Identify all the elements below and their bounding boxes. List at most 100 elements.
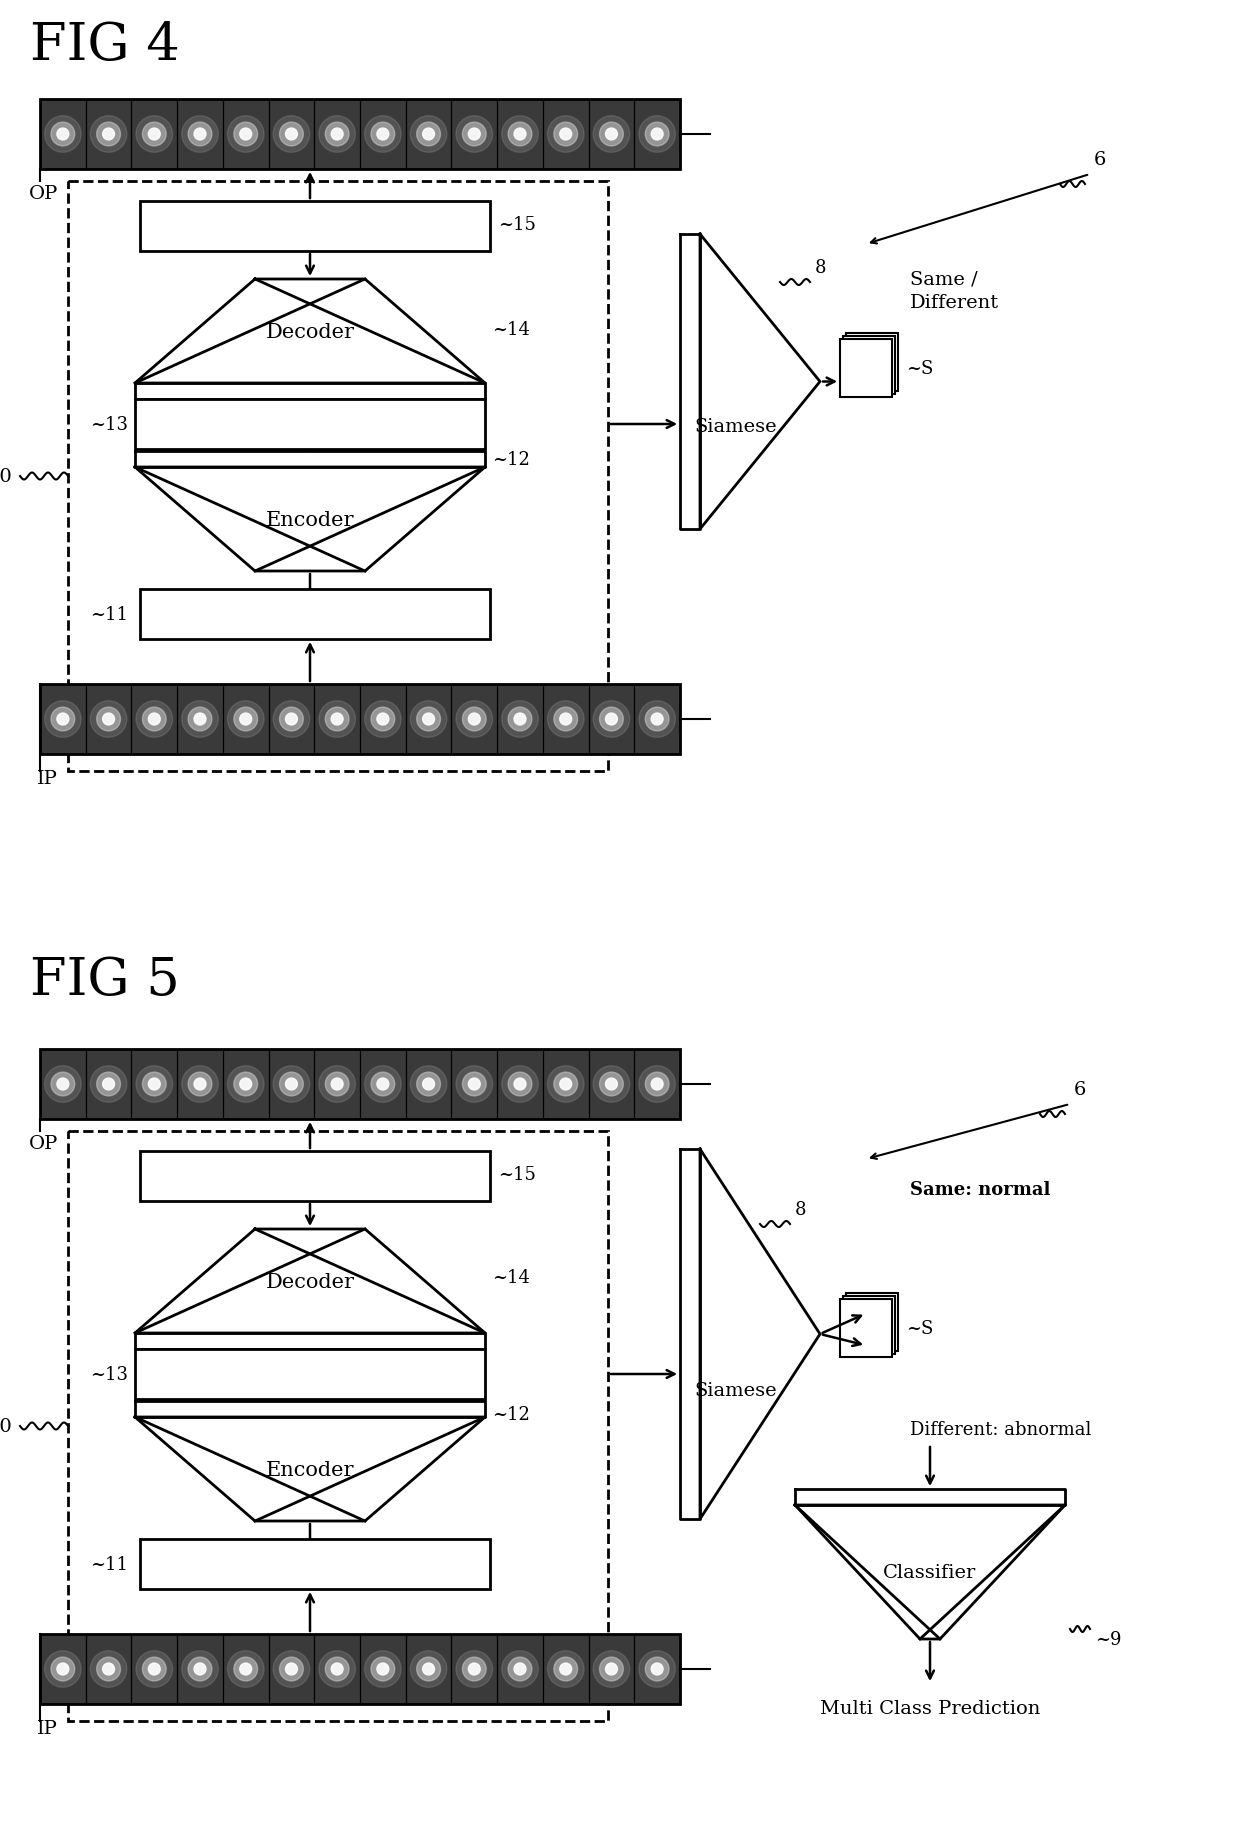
Circle shape: [593, 116, 630, 153]
Bar: [451, 684, 497, 754]
Circle shape: [136, 116, 172, 153]
Circle shape: [469, 713, 480, 726]
Bar: [86, 684, 131, 754]
Circle shape: [645, 124, 670, 146]
Bar: [86, 1050, 131, 1120]
Circle shape: [97, 1072, 120, 1096]
Circle shape: [515, 1663, 526, 1674]
Text: Same: normal: Same: normal: [910, 1181, 1050, 1198]
Circle shape: [234, 124, 258, 146]
Bar: [40, 684, 680, 754]
Text: ~11: ~11: [91, 1556, 128, 1573]
Circle shape: [149, 129, 160, 140]
Circle shape: [600, 124, 624, 146]
Circle shape: [410, 116, 446, 153]
Text: Latent space: Latent space: [242, 416, 378, 434]
Circle shape: [377, 1663, 389, 1674]
Circle shape: [285, 1663, 298, 1674]
Circle shape: [188, 1658, 212, 1682]
Bar: [846, 334, 898, 392]
Circle shape: [273, 702, 310, 737]
Circle shape: [193, 1079, 206, 1090]
Circle shape: [377, 713, 389, 726]
Circle shape: [57, 129, 68, 140]
Circle shape: [45, 1066, 81, 1103]
Bar: [140, 590, 490, 639]
Text: 8: 8: [795, 1201, 806, 1218]
Circle shape: [639, 1066, 676, 1103]
Text: ~15: ~15: [498, 1166, 536, 1183]
Circle shape: [651, 1079, 663, 1090]
Text: FIG 5: FIG 5: [30, 954, 180, 1005]
Circle shape: [593, 1066, 630, 1103]
Text: 6: 6: [1074, 1081, 1086, 1098]
Bar: [589, 684, 635, 754]
Text: ~14: ~14: [492, 322, 529, 338]
Bar: [451, 1050, 497, 1120]
Polygon shape: [135, 468, 485, 571]
Circle shape: [515, 129, 526, 140]
Circle shape: [547, 702, 584, 737]
Bar: [589, 1050, 635, 1120]
Circle shape: [371, 1072, 394, 1096]
Circle shape: [319, 702, 356, 737]
Circle shape: [182, 1650, 218, 1687]
Bar: [846, 1294, 898, 1351]
Circle shape: [239, 1079, 252, 1090]
Circle shape: [502, 702, 538, 737]
Circle shape: [502, 1066, 538, 1103]
Bar: [269, 684, 314, 754]
Bar: [314, 1634, 360, 1704]
Text: ~14: ~14: [492, 1268, 529, 1286]
Text: ~12: ~12: [492, 451, 529, 469]
Circle shape: [651, 713, 663, 726]
Circle shape: [143, 124, 166, 146]
Circle shape: [103, 1079, 114, 1090]
Bar: [635, 1634, 680, 1704]
Circle shape: [547, 1066, 584, 1103]
Bar: [360, 1634, 405, 1704]
Circle shape: [149, 713, 160, 726]
Circle shape: [508, 708, 532, 732]
Circle shape: [136, 702, 172, 737]
Circle shape: [91, 702, 126, 737]
Circle shape: [97, 708, 120, 732]
Circle shape: [325, 124, 348, 146]
Circle shape: [559, 1079, 572, 1090]
Bar: [843, 336, 895, 395]
Text: 6: 6: [1094, 152, 1106, 168]
Bar: [405, 684, 451, 754]
Bar: [635, 1050, 680, 1120]
Text: Encoder: Encoder: [265, 510, 355, 529]
Bar: [177, 1634, 223, 1704]
Polygon shape: [135, 1401, 485, 1417]
Circle shape: [279, 1658, 304, 1682]
Text: IP: IP: [37, 1719, 58, 1737]
Circle shape: [456, 1066, 492, 1103]
Bar: [40, 1050, 86, 1120]
Bar: [40, 100, 680, 170]
Bar: [86, 1634, 131, 1704]
Text: ~S: ~S: [906, 1319, 934, 1338]
Circle shape: [143, 1072, 166, 1096]
Circle shape: [193, 1663, 206, 1674]
Circle shape: [319, 116, 356, 153]
Bar: [589, 1634, 635, 1704]
Circle shape: [371, 124, 394, 146]
Circle shape: [463, 708, 486, 732]
Bar: [140, 1539, 490, 1589]
Circle shape: [188, 124, 212, 146]
Circle shape: [559, 713, 572, 726]
Circle shape: [149, 1079, 160, 1090]
Circle shape: [651, 129, 663, 140]
Circle shape: [91, 1066, 126, 1103]
Polygon shape: [680, 1149, 701, 1519]
Circle shape: [103, 129, 114, 140]
Bar: [497, 100, 543, 170]
Text: Decoder: Decoder: [265, 1271, 355, 1290]
Circle shape: [182, 1066, 218, 1103]
Circle shape: [285, 129, 298, 140]
Circle shape: [227, 702, 264, 737]
Circle shape: [605, 1079, 618, 1090]
Bar: [223, 684, 269, 754]
